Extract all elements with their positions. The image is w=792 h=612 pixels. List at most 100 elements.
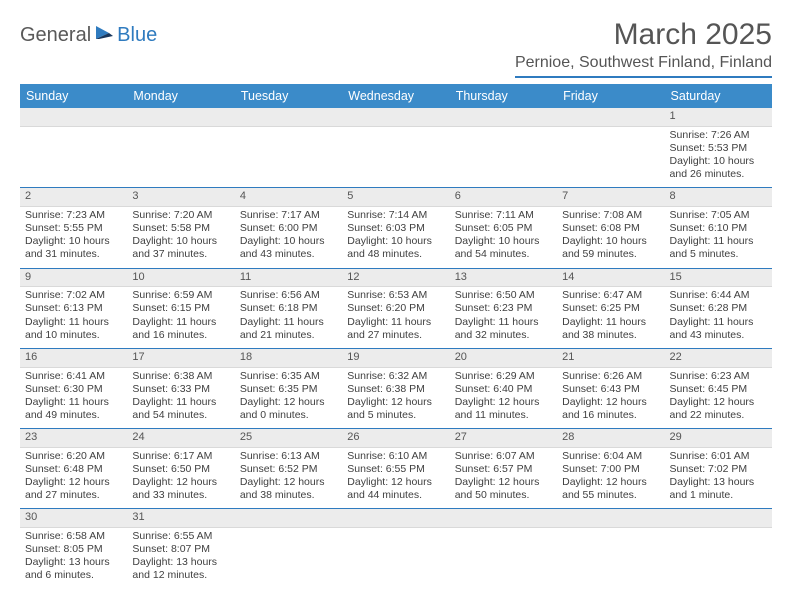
daylight-line: Daylight: 12 hours and 5 minutes. (347, 396, 444, 422)
weekday-header: Friday (557, 84, 664, 108)
weekday-header: Monday (127, 84, 234, 108)
daynum-row: 1 (20, 108, 772, 126)
day-number (665, 509, 772, 528)
day-number: 12 (342, 268, 449, 287)
day-cell (235, 528, 342, 589)
daylight-line: Daylight: 12 hours and 16 minutes. (562, 396, 659, 422)
day-number: 13 (450, 268, 557, 287)
daylight-line: Daylight: 11 hours and 32 minutes. (455, 316, 552, 342)
location: Pernioe, Southwest Finland, Finland (515, 54, 772, 78)
sunrise-line: Sunrise: 6:10 AM (347, 450, 444, 463)
sunset-line: Sunset: 5:53 PM (670, 142, 767, 155)
day-number: 24 (127, 429, 234, 448)
sunrise-line: Sunrise: 7:02 AM (25, 289, 122, 302)
day-cell (557, 126, 664, 188)
weekday-header: Saturday (665, 84, 772, 108)
day-number: 14 (557, 268, 664, 287)
day-number: 26 (342, 429, 449, 448)
day-number (450, 509, 557, 528)
day-number (342, 108, 449, 126)
sunrise-line: Sunrise: 6:53 AM (347, 289, 444, 302)
day-number (557, 509, 664, 528)
day-number: 21 (557, 348, 664, 367)
day-cell (665, 528, 772, 589)
daylight-line: Daylight: 13 hours and 12 minutes. (132, 556, 229, 582)
daynum-row: 9101112131415 (20, 268, 772, 287)
daylight-line: Daylight: 11 hours and 43 minutes. (670, 316, 767, 342)
daylight-line: Daylight: 10 hours and 37 minutes. (132, 235, 229, 261)
day-number: 6 (450, 188, 557, 207)
sunrise-line: Sunrise: 6:55 AM (132, 530, 229, 543)
day-number: 11 (235, 268, 342, 287)
sunset-line: Sunset: 6:00 PM (240, 222, 337, 235)
day-content-row: Sunrise: 7:02 AMSunset: 6:13 PMDaylight:… (20, 287, 772, 349)
sunrise-line: Sunrise: 6:20 AM (25, 450, 122, 463)
sunset-line: Sunset: 6:35 PM (240, 383, 337, 396)
daynum-row: 23242526272829 (20, 429, 772, 448)
daylight-line: Daylight: 10 hours and 31 minutes. (25, 235, 122, 261)
daynum-row: 2345678 (20, 188, 772, 207)
sunset-line: Sunset: 6:15 PM (132, 302, 229, 315)
day-cell: Sunrise: 6:47 AMSunset: 6:25 PMDaylight:… (557, 287, 664, 349)
sunrise-line: Sunrise: 6:35 AM (240, 370, 337, 383)
sunset-line: Sunset: 6:45 PM (670, 383, 767, 396)
daylight-line: Daylight: 13 hours and 1 minute. (670, 476, 767, 502)
daylight-line: Daylight: 12 hours and 50 minutes. (455, 476, 552, 502)
day-cell: Sunrise: 6:26 AMSunset: 6:43 PMDaylight:… (557, 367, 664, 429)
day-content-row: Sunrise: 7:26 AMSunset: 5:53 PMDaylight:… (20, 126, 772, 188)
day-cell: Sunrise: 7:20 AMSunset: 5:58 PMDaylight:… (127, 207, 234, 269)
sunset-line: Sunset: 6:43 PM (562, 383, 659, 396)
day-number: 29 (665, 429, 772, 448)
daylight-line: Daylight: 12 hours and 27 minutes. (25, 476, 122, 502)
weekday-header: Wednesday (342, 84, 449, 108)
sunrise-line: Sunrise: 7:26 AM (670, 129, 767, 142)
sunset-line: Sunset: 6:33 PM (132, 383, 229, 396)
daynum-row: 3031 (20, 509, 772, 528)
day-cell: Sunrise: 6:10 AMSunset: 6:55 PMDaylight:… (342, 447, 449, 509)
day-cell (235, 126, 342, 188)
sunset-line: Sunset: 6:30 PM (25, 383, 122, 396)
day-cell (342, 126, 449, 188)
daylight-line: Daylight: 12 hours and 55 minutes. (562, 476, 659, 502)
day-cell: Sunrise: 7:11 AMSunset: 6:05 PMDaylight:… (450, 207, 557, 269)
day-cell: Sunrise: 6:32 AMSunset: 6:38 PMDaylight:… (342, 367, 449, 429)
daynum-row: 16171819202122 (20, 348, 772, 367)
sunset-line: Sunset: 6:03 PM (347, 222, 444, 235)
daylight-line: Daylight: 12 hours and 38 minutes. (240, 476, 337, 502)
day-number (235, 509, 342, 528)
daylight-line: Daylight: 12 hours and 11 minutes. (455, 396, 552, 422)
header: General Blue March 2025 Pernioe, Southwe… (20, 18, 772, 78)
daylight-line: Daylight: 10 hours and 43 minutes. (240, 235, 337, 261)
sunset-line: Sunset: 6:50 PM (132, 463, 229, 476)
sunrise-line: Sunrise: 7:14 AM (347, 209, 444, 222)
daylight-line: Daylight: 12 hours and 22 minutes. (670, 396, 767, 422)
day-number: 3 (127, 188, 234, 207)
sunset-line: Sunset: 6:18 PM (240, 302, 337, 315)
day-cell (450, 528, 557, 589)
day-number: 19 (342, 348, 449, 367)
sunset-line: Sunset: 6:20 PM (347, 302, 444, 315)
day-number: 1 (665, 108, 772, 126)
weekday-header-row: SundayMondayTuesdayWednesdayThursdayFrid… (20, 84, 772, 108)
day-cell: Sunrise: 6:44 AMSunset: 6:28 PMDaylight:… (665, 287, 772, 349)
daylight-line: Daylight: 11 hours and 21 minutes. (240, 316, 337, 342)
daylight-line: Daylight: 12 hours and 0 minutes. (240, 396, 337, 422)
sunrise-line: Sunrise: 6:56 AM (240, 289, 337, 302)
day-number: 4 (235, 188, 342, 207)
sunset-line: Sunset: 6:40 PM (455, 383, 552, 396)
sunrise-line: Sunrise: 6:01 AM (670, 450, 767, 463)
sunset-line: Sunset: 8:05 PM (25, 543, 122, 556)
day-cell: Sunrise: 6:53 AMSunset: 6:20 PMDaylight:… (342, 287, 449, 349)
sunrise-line: Sunrise: 7:20 AM (132, 209, 229, 222)
sunset-line: Sunset: 7:00 PM (562, 463, 659, 476)
day-cell: Sunrise: 6:58 AMSunset: 8:05 PMDaylight:… (20, 528, 127, 589)
sunrise-line: Sunrise: 6:59 AM (132, 289, 229, 302)
daylight-line: Daylight: 13 hours and 6 minutes. (25, 556, 122, 582)
daylight-line: Daylight: 11 hours and 54 minutes. (132, 396, 229, 422)
day-cell: Sunrise: 6:04 AMSunset: 7:00 PMDaylight:… (557, 447, 664, 509)
sunrise-line: Sunrise: 6:44 AM (670, 289, 767, 302)
day-cell (127, 126, 234, 188)
logo-flag-icon (95, 24, 115, 47)
sunrise-line: Sunrise: 6:04 AM (562, 450, 659, 463)
daylight-line: Daylight: 12 hours and 33 minutes. (132, 476, 229, 502)
